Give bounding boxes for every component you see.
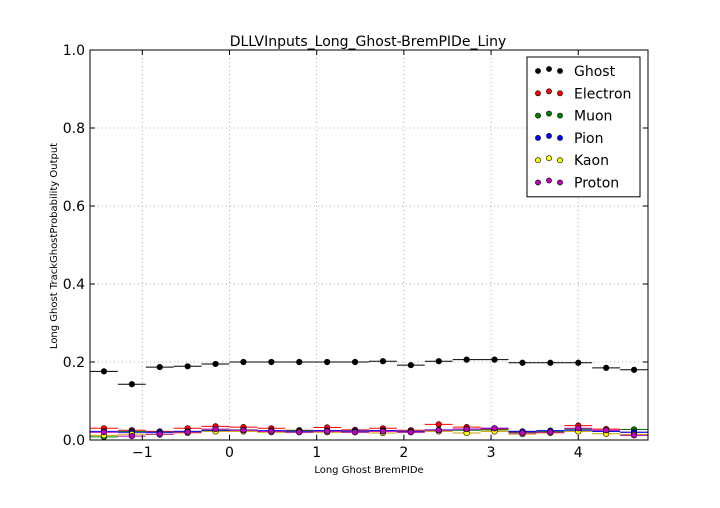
legend-marker-kaon xyxy=(557,157,563,164)
legend-label-electron: Electron xyxy=(574,86,631,102)
data-point-proton xyxy=(491,425,498,432)
data-point-proton xyxy=(100,429,108,436)
x-tick-label: −1 xyxy=(132,445,153,461)
x-tick-label: 4 xyxy=(574,445,583,461)
legend-label-proton: Proton xyxy=(574,176,619,192)
data-point-proton xyxy=(379,428,387,435)
data-point-proton xyxy=(547,429,554,436)
legend-box xyxy=(526,56,641,198)
data-point-ghost xyxy=(547,359,554,366)
data-point-ghost xyxy=(268,358,275,366)
y-tick-label: 0.4 xyxy=(63,277,85,293)
data-point-proton xyxy=(630,432,638,439)
plot-frame xyxy=(89,49,649,441)
data-point-ghost xyxy=(128,381,135,388)
data-point-ghost xyxy=(212,360,219,368)
legend-label-ghost: Ghost xyxy=(574,64,616,80)
x-axis-label: Long Ghost BremPIDe xyxy=(314,465,423,476)
data-point-ghost xyxy=(324,358,331,366)
legend-label-pion: Pion xyxy=(574,131,603,147)
data-point-ghost xyxy=(435,358,442,365)
x-tick-label: 3 xyxy=(487,445,496,461)
data-point-proton xyxy=(184,429,191,436)
data-point-ghost xyxy=(240,358,247,366)
histogram-layer xyxy=(90,359,648,438)
data-point-ghost xyxy=(296,358,303,366)
legend-marker-kaon xyxy=(535,157,541,164)
legend-marker-proton xyxy=(535,179,541,186)
legend: Ghost Electron Muon Pion Kaon Proton xyxy=(526,56,641,198)
legend-label-muon: Muon xyxy=(574,109,612,125)
data-point-ghost xyxy=(630,366,638,373)
legend-marker-proton xyxy=(557,179,563,186)
data-point-ghost xyxy=(603,364,610,371)
data-point-proton xyxy=(575,425,582,432)
legend-marker-electron xyxy=(557,90,563,97)
data-point-ghost xyxy=(100,368,108,375)
data-point-proton xyxy=(324,428,331,435)
y-tick-label: 0.2 xyxy=(63,355,85,371)
points-layer xyxy=(100,356,638,440)
data-point-proton xyxy=(603,427,610,434)
y-axis-label: Long Ghost TrackGhostProbability Output xyxy=(49,143,60,349)
legend-marker-muon xyxy=(546,110,552,117)
legend-marker-ghost xyxy=(535,68,541,74)
legend-marker-electron xyxy=(535,90,541,97)
data-point-proton xyxy=(296,429,303,436)
data-point-proton xyxy=(463,425,470,433)
legend-label-kaon: Kaon xyxy=(574,153,609,169)
data-point-proton xyxy=(519,429,526,437)
data-point-ghost xyxy=(463,356,470,363)
legend-marker-ghost xyxy=(557,68,563,74)
legend-marker-proton xyxy=(546,177,552,184)
x-tick-label: 0 xyxy=(225,445,234,461)
data-point-ghost xyxy=(184,363,191,370)
y-tick-label: 1.0 xyxy=(63,43,85,59)
data-point-ghost xyxy=(156,363,163,371)
data-point-ghost xyxy=(491,356,498,363)
legend-marker-muon xyxy=(535,112,541,119)
legend-marker-pion xyxy=(546,132,552,139)
data-point-proton xyxy=(435,427,442,434)
y-tick-label: 0.0 xyxy=(63,433,85,449)
data-point-proton xyxy=(240,427,247,434)
chart-title: DLLVInputs_Long_Ghost-BremPIDe_Liny xyxy=(230,34,507,50)
legend-marker-kaon xyxy=(546,155,552,162)
data-point-electron xyxy=(435,421,442,428)
data-point-proton xyxy=(212,425,219,433)
data-point-ghost xyxy=(575,359,582,366)
data-point-proton xyxy=(407,429,414,436)
y-tick-label: 0.6 xyxy=(63,199,85,215)
tick-layer: −1 0 1 2 3 4 0.0 0.2 0.4 0.6 0.8 1.0 xyxy=(63,43,648,461)
y-tick-label: 0.8 xyxy=(63,121,85,137)
data-point-ghost xyxy=(379,358,387,365)
x-tick-label: 2 xyxy=(399,445,408,461)
data-point-proton xyxy=(268,428,275,435)
data-point-proton xyxy=(128,433,135,440)
data-point-ghost xyxy=(519,359,526,366)
legend-marker-ghost xyxy=(546,66,552,72)
x-tick-label: 1 xyxy=(312,445,321,461)
data-point-proton xyxy=(156,431,163,438)
data-point-ghost xyxy=(351,358,359,366)
legend-marker-pion xyxy=(557,134,563,141)
data-point-proton xyxy=(351,429,359,436)
data-point-ghost xyxy=(407,362,414,369)
legend-marker-muon xyxy=(557,112,563,119)
legend-marker-electron xyxy=(546,88,552,95)
legend-marker-pion xyxy=(535,134,541,141)
